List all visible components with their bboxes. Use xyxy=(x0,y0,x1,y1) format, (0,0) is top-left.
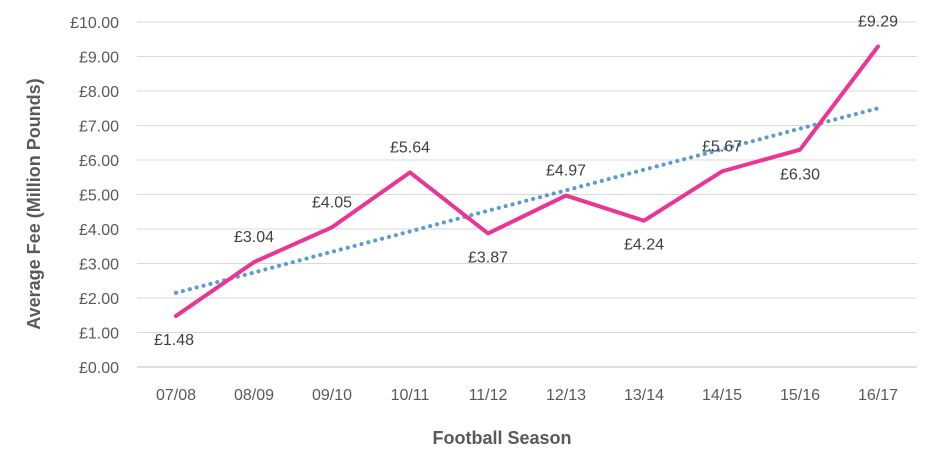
gridlines xyxy=(137,21,917,368)
data-label: £4.05 xyxy=(312,194,352,211)
data-labels: £1.48 £3.04 £4.05 £5.64 £3.87 £4.97 £4.24 £5.67… xyxy=(154,13,898,348)
x-axis-ticks: 07/08 08/09 09/10 10/11 11/12 12/13 13/14 14/15… xyxy=(156,387,898,404)
data-label: £5.64 xyxy=(390,139,430,156)
x-tick-label: 15/16 xyxy=(780,387,820,404)
series-group xyxy=(174,44,880,318)
y-tick-label: £9.00 xyxy=(79,50,119,67)
y-tick-label: £0.00 xyxy=(79,360,119,377)
x-tick-label: 16/17 xyxy=(858,387,898,404)
trendline xyxy=(174,106,880,295)
y-tick-label: £4.00 xyxy=(79,222,119,239)
y-axis-title: Average Fee (Million Pounds) xyxy=(24,78,44,329)
x-tick-label: 07/08 xyxy=(156,387,196,404)
x-tick-label: 09/10 xyxy=(312,387,352,404)
x-tick-label: 12/13 xyxy=(546,387,586,404)
x-tick-label: 10/11 xyxy=(391,387,430,404)
y-tick-label: £3.00 xyxy=(79,257,119,274)
y-tick-label: £5.00 xyxy=(79,188,119,205)
x-axis-title: Football Season xyxy=(432,428,571,448)
x-tick-label: 13/14 xyxy=(624,387,664,404)
y-tick-label: £2.00 xyxy=(79,291,119,308)
data-label: £4.97 xyxy=(546,163,586,180)
y-tick-label: £10.00 xyxy=(70,15,119,32)
data-label: £5.67 xyxy=(702,138,742,155)
y-tick-label: £7.00 xyxy=(79,119,119,136)
data-label: £9.29 xyxy=(858,13,898,30)
x-tick-label: 11/12 xyxy=(469,387,508,404)
data-label: £1.48 xyxy=(154,332,194,349)
y-tick-label: £1.00 xyxy=(79,326,119,343)
series-line xyxy=(174,44,880,318)
data-label: £3.87 xyxy=(468,249,508,266)
y-tick-label: £6.00 xyxy=(79,153,119,170)
x-tick-label: 08/09 xyxy=(234,387,274,404)
y-tick-label: £8.00 xyxy=(79,84,119,101)
data-label: £4.24 xyxy=(624,237,664,254)
y-axis-ticks: £0.00 £1.00 £2.00 £3.00 £4.00 £5.00 £6.00 £7.00… xyxy=(70,15,119,377)
data-label: £3.04 xyxy=(234,229,274,246)
data-label: £6.30 xyxy=(780,167,820,184)
x-tick-label: 14/15 xyxy=(702,387,742,404)
